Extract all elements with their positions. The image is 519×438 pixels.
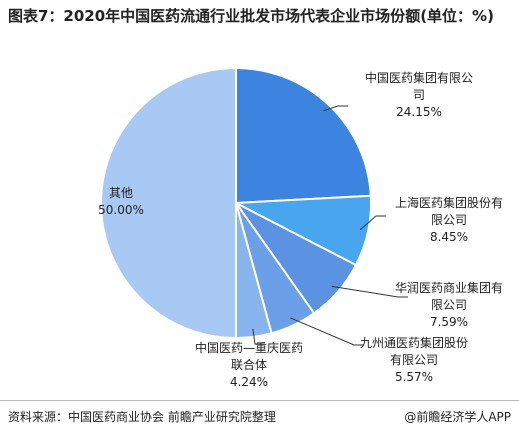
source: 资料来源：中国医药商业协会 前瞻产业研究院整理: [8, 410, 276, 424]
leader-line: [290, 317, 364, 346]
category-label: 中国医药—重庆医药联合体: [194, 341, 303, 372]
leader-line: [252, 328, 265, 345]
category-label: 中国医药集团有限公司: [364, 71, 473, 102]
leader-line: [359, 215, 386, 231]
chart-title: 图表7：2020年中国医药流通行业批发市场代表企业市场份额(单位：%): [8, 7, 494, 25]
slice-label: 其他 50.00%: [65, 185, 177, 219]
value-label: 5.57%: [394, 370, 434, 384]
slice-label: 九州通医药集团股份有限公司 5.57%: [358, 335, 470, 386]
leader-line: [331, 285, 408, 298]
divider: [0, 400, 519, 401]
brand: @前瞻经济学人APP: [404, 410, 511, 424]
chart: [100, 66, 408, 346]
leader-line: [323, 105, 348, 112]
slice-label: 中国医药—重庆医药联合体 4.24%: [193, 340, 305, 391]
slice-label: 中国医药集团有限公司 24.15%: [363, 70, 475, 121]
pie-slice: [235, 66, 372, 205]
slice-label: 华润医药商业集团有限公司 7.59%: [393, 280, 505, 331]
category-label: 华润医药商业集团有限公司: [394, 281, 503, 312]
category-label: 上海医药集团股份有限公司: [394, 196, 503, 227]
value-label: 7.59%: [429, 315, 469, 329]
category-label: 其他: [108, 186, 133, 200]
value-label: 4.24%: [229, 375, 269, 389]
pie-slice: [100, 66, 237, 340]
category-label: 九州通医药集团股份有限公司: [359, 336, 468, 367]
value-label: 50.00%: [98, 203, 144, 217]
value-label: 24.15%: [396, 105, 442, 119]
slice-label: 上海医药集团股份有限公司 8.45%: [393, 195, 505, 246]
value-label: 8.45%: [429, 230, 469, 244]
